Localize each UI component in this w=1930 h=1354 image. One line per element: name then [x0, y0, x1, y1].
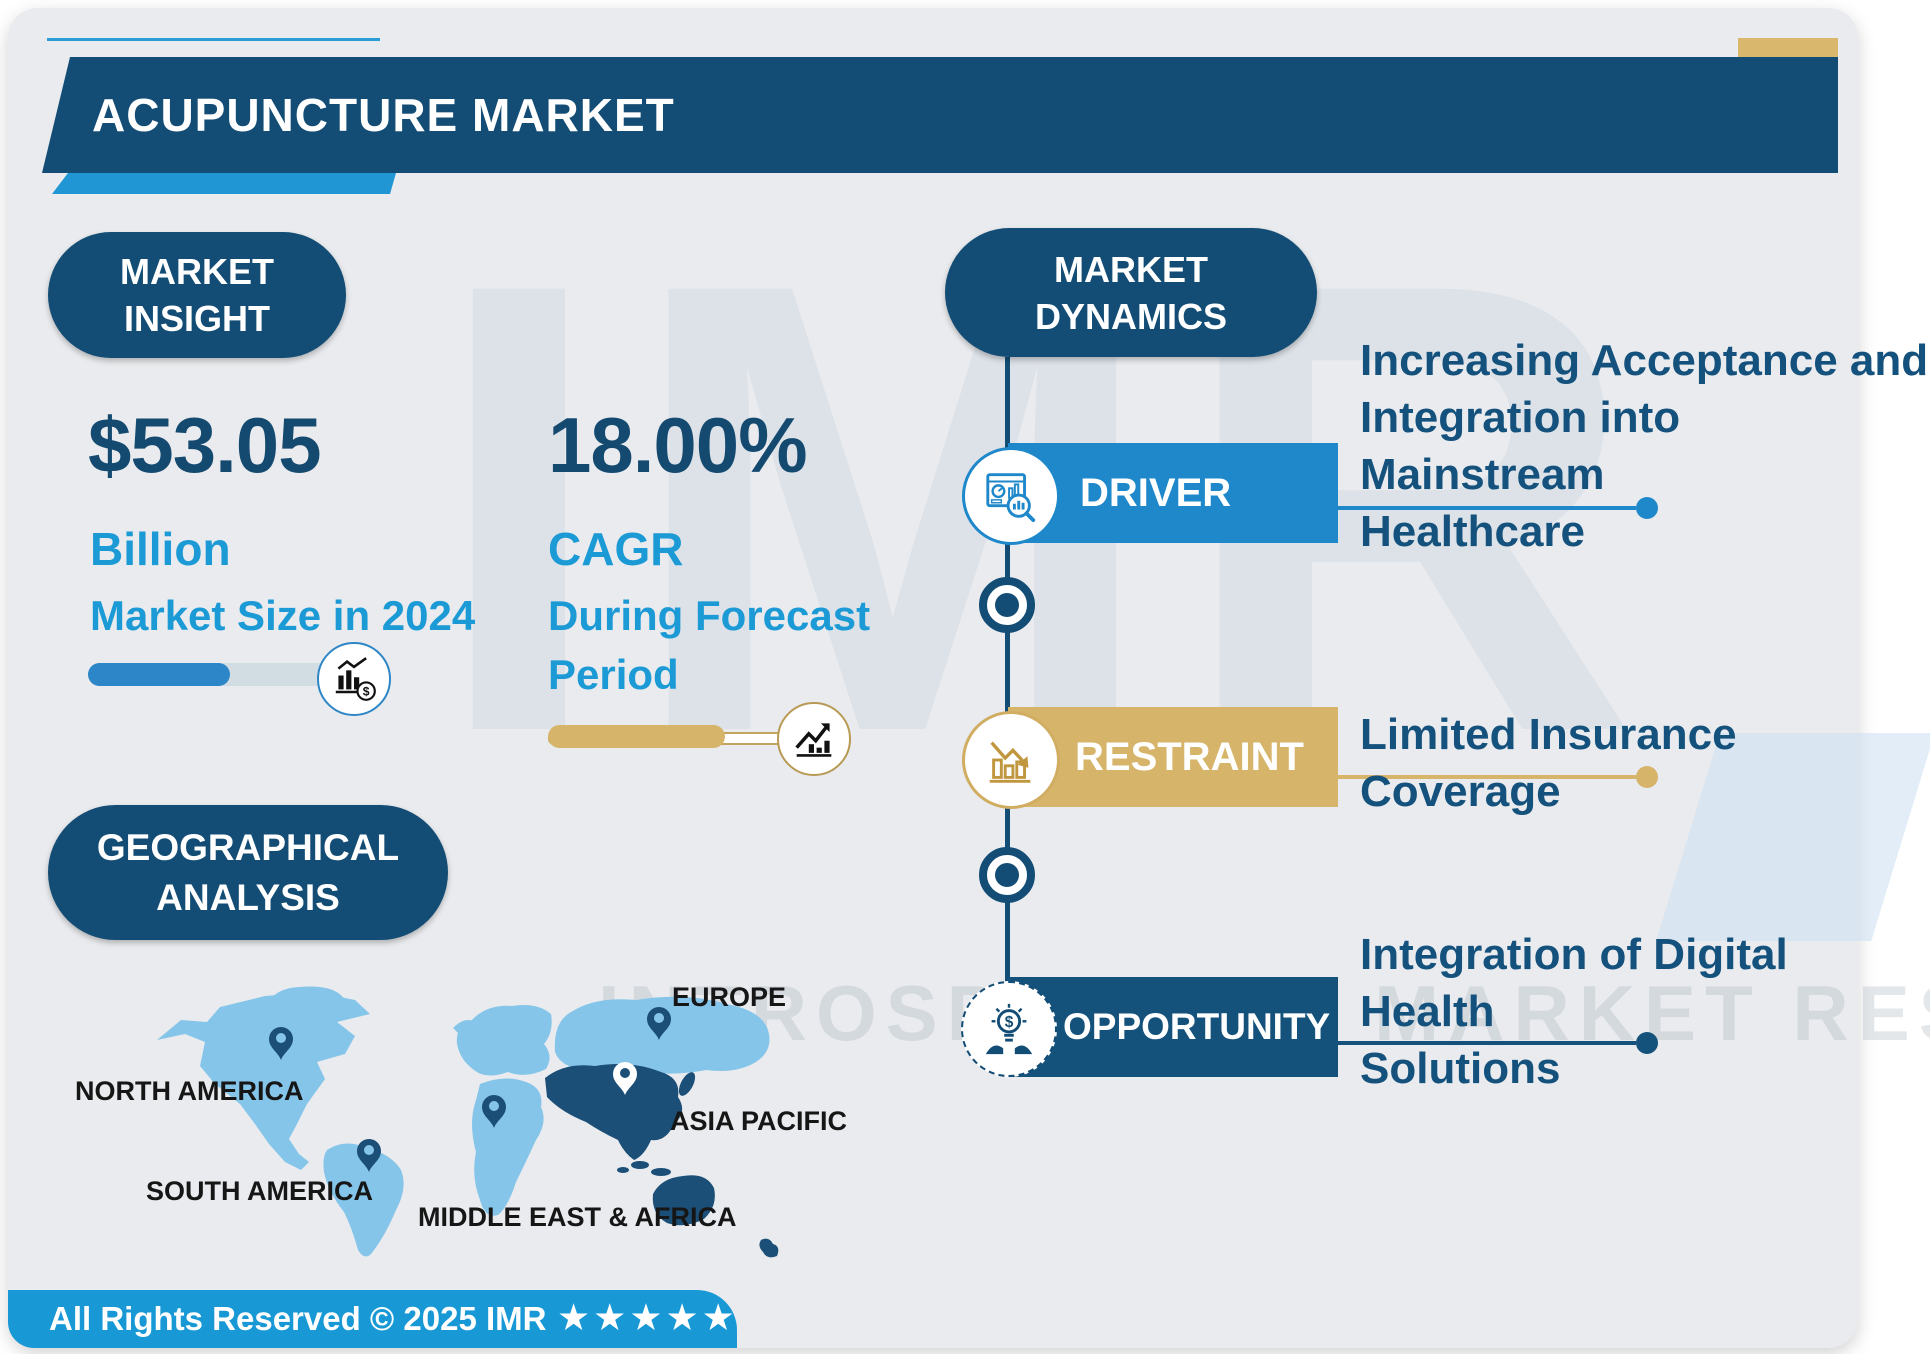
report-magnifier-icon — [962, 447, 1060, 545]
region-label-north-america: NORTH AMERICA — [75, 1076, 304, 1106]
declining-chart-icon — [962, 711, 1060, 809]
timeline-node-icon — [979, 847, 1035, 903]
opportunity-label: OPPORTUNITY — [1063, 1006, 1331, 1047]
timeline-node-icon — [979, 577, 1035, 633]
bar-chart-dollar-icon: $ — [317, 642, 391, 716]
cagr-progress-fill — [548, 725, 725, 748]
region-label-south-america: SOUTH AMERICA — [146, 1176, 373, 1206]
market-size-caption: Market Size in 2024 — [90, 592, 476, 639]
north-asia-shape — [554, 996, 770, 1074]
africa-shape — [472, 1078, 544, 1216]
opportunity-description: Integration of Digital Health Solutions — [1360, 930, 1788, 1093]
restraint-bar: RESTRAINT — [1008, 707, 1338, 807]
pill-line: GEOGRAPHICAL — [96, 826, 400, 868]
cagr-value: 18.00% — [548, 401, 808, 489]
cagr-unit: CAGR — [548, 523, 684, 575]
pill-line: INSIGHT — [123, 298, 270, 339]
copyright-text: All Rights Reserved © 2025 IMR — [49, 1300, 547, 1337]
header-bar — [42, 57, 1838, 173]
pill-line: MARKET — [120, 251, 274, 292]
map-pin-icon — [269, 1007, 671, 1172]
svg-text:$: $ — [1005, 1014, 1014, 1031]
map-pin-white-icon — [613, 1062, 637, 1095]
pill-line: ANALYSIS — [156, 876, 340, 918]
page-title: ACUPUNCTURE MARKET — [92, 89, 675, 141]
driver-connector-dot — [1636, 497, 1658, 519]
region-label-europe: EUROPE — [672, 982, 787, 1012]
trend-up-chart-icon — [777, 702, 851, 776]
market-size-value: $53.05 — [88, 401, 322, 489]
opportunity-bar: OPPORTUNITY — [1008, 977, 1338, 1077]
opportunity-connector-dot — [1636, 1032, 1658, 1054]
restraint-connector-dot — [1636, 766, 1658, 788]
market-size-unit: Billion — [90, 523, 231, 575]
market-dynamics-pill: MARKET DYNAMICS — [945, 228, 1317, 357]
cagr-caption: Period — [548, 651, 679, 698]
driver-label: DRIVER — [1080, 470, 1232, 515]
north-america-shape — [157, 992, 370, 1170]
footer-bar: All Rights Reserved © 2025 IMR ★★★★★ — [8, 1290, 737, 1348]
region-label-asia-pacific: ASIA PACIFIC — [670, 1106, 848, 1136]
region-label-middle-east-africa: MIDDLE EAST & AFRICA — [418, 1202, 737, 1232]
japan-shape — [678, 1072, 696, 1096]
dynamics-timeline — [1005, 357, 1010, 984]
geographical-analysis-pill: GEOGRAPHICAL ANALYSIS — [48, 805, 448, 940]
new-zealand-shape — [759, 1238, 779, 1258]
world-map — [157, 986, 779, 1258]
asia-dark-shape — [545, 1064, 683, 1160]
driver-description: Increasing Acceptance and Integration in… — [1360, 336, 1929, 556]
lightbulb-dollar-icon: $ — [961, 981, 1057, 1077]
driver-connector-line — [1338, 506, 1636, 510]
driver-bar: DRIVER — [1008, 443, 1338, 543]
restraint-description: Limited Insurance Coverage — [1360, 710, 1737, 816]
market-size-progress-fill — [88, 663, 230, 686]
opportunity-connector-line — [1338, 1041, 1636, 1045]
europe-shape — [456, 1005, 552, 1076]
star-rating-icon: ★★★★★ — [557, 1297, 738, 1338]
pill-line: MARKET — [1054, 248, 1208, 290]
south-america-shape — [323, 1143, 404, 1257]
pill-line: DYNAMICS — [1034, 295, 1227, 337]
restraint-label: RESTRAINT — [1075, 734, 1304, 779]
header-underline-accent — [52, 173, 396, 194]
svg-text:$: $ — [363, 684, 370, 698]
header-accent-line — [47, 38, 380, 41]
cagr-caption: During Forecast — [548, 592, 871, 639]
australia-shape — [652, 1175, 715, 1226]
market-insight-pill: MARKET INSIGHT — [48, 232, 346, 358]
restraint-connector-line — [1338, 775, 1636, 779]
